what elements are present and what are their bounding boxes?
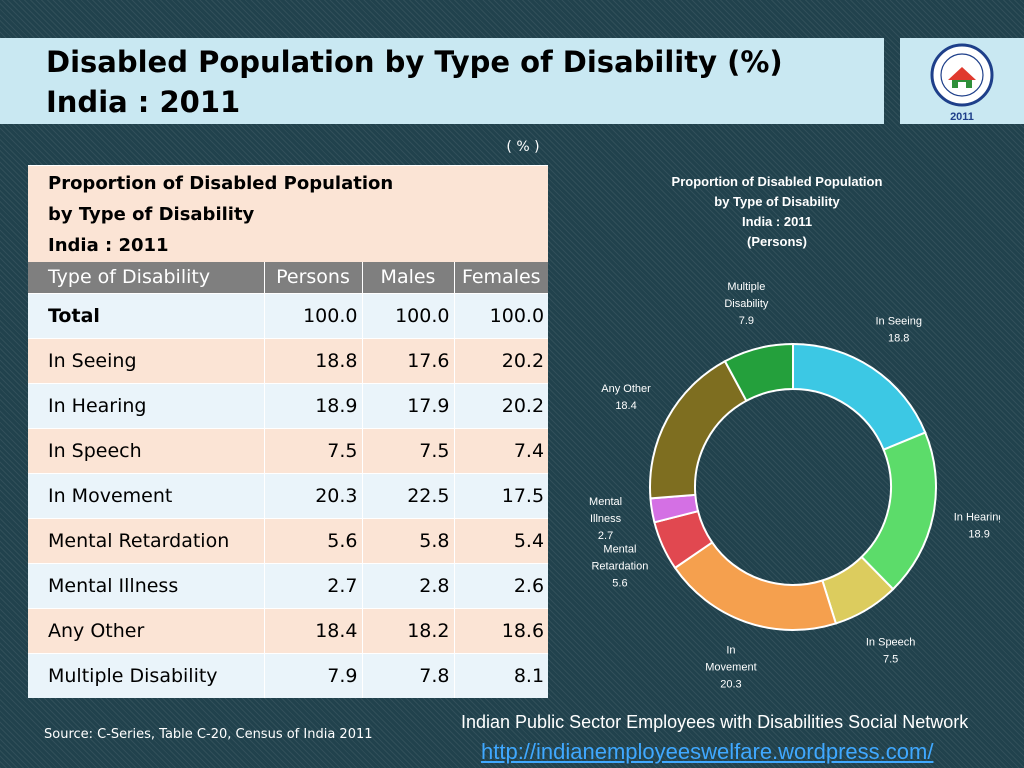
persons-cell: 100.0	[263, 292, 362, 338]
table-row: In Speech 7.5 7.5 7.4	[28, 427, 549, 473]
table-row: Any Other 18.4 18.2 18.6	[28, 607, 549, 653]
chart-title: Proportion of Disabled Population by Typ…	[627, 172, 927, 252]
males-cell: 17.6	[361, 337, 454, 383]
chart-title-line: Proportion of Disabled Population	[671, 174, 883, 189]
data-table: Proportion of Disabled Population by Typ…	[28, 165, 549, 698]
row-label: Multiple Disability	[28, 652, 264, 698]
donut-chart: In Seeing 18.8 In Hearing 18.9 In Speech 7.5 I…	[589, 281, 1000, 690]
males-cell: 7.8	[361, 652, 454, 698]
data-table-wrapper: Proportion of Disabled Population by Typ…	[28, 165, 549, 698]
males-cell: 100.0	[361, 292, 454, 338]
table-row: Mental Illness 2.7 2.8 2.6	[28, 562, 549, 608]
source-note: Source: C-Series, Table C-20, Census of …	[44, 727, 373, 742]
donut-label-multiple-disability: Multiple Disability 7.9	[724, 281, 769, 327]
females-cell: 17.5	[453, 472, 549, 518]
donut-slice-in-movement	[673, 541, 838, 631]
network-name: Indian Public Sector Employees with Disa…	[461, 712, 969, 732]
chart-title-line: by Type of Disability	[714, 194, 840, 209]
page-title: Disabled Population by Type of Disabilit…	[46, 45, 783, 79]
donut-slice-in-seeing	[792, 342, 927, 451]
chart-title-line: India : 2011	[741, 214, 813, 229]
males-cell: 17.9	[361, 382, 454, 428]
females-cell: 8.1	[453, 652, 549, 698]
donut-slice-in-hearing	[860, 431, 937, 591]
title-bar: Disabled Population by Type of Disabilit…	[0, 38, 884, 124]
row-label: Any Other	[28, 607, 264, 653]
row-label: Total	[28, 292, 264, 338]
chart-title-line: (Persons)	[747, 234, 807, 249]
persons-cell: 20.3	[263, 472, 362, 518]
donut-label-mental-retardation: Mental Retardation 5.6	[591, 543, 648, 589]
females-cell: 20.2	[453, 337, 549, 383]
donut-label-in-hearing: In Hearing 18.9	[954, 512, 1000, 541]
logo-year: 2011	[950, 111, 974, 123]
males-cell: 7.5	[361, 427, 454, 473]
table-caption-line: India : 2011	[48, 235, 169, 257]
row-label: Mental Retardation	[28, 517, 264, 563]
donut-label-any-other: Any Other 18.4	[601, 383, 651, 412]
census-logo: 2011	[900, 38, 1024, 124]
females-cell: 20.2	[453, 382, 549, 428]
donut-slice-any-other	[649, 359, 748, 500]
row-label: Mental Illness	[28, 562, 264, 608]
females-cell: 2.6	[453, 562, 549, 608]
persons-cell: 18.8	[263, 337, 362, 383]
donut-label-mental-illness: Mental Illness 2.7	[589, 496, 622, 542]
row-label: In Seeing	[28, 337, 264, 383]
table-caption-line: Proportion of Disabled Population	[48, 173, 394, 195]
persons-cell: 7.5	[263, 427, 362, 473]
persons-cell: 5.6	[263, 517, 362, 563]
table-caption-line: by Type of Disability	[48, 204, 255, 226]
donut-label-in-speech: In Speech 7.5	[866, 636, 916, 665]
donut-label-in-seeing: In Seeing 18.8	[875, 316, 921, 345]
females-cell: 5.4	[453, 517, 549, 563]
table-row: Multiple Disability 7.9 7.8 8.1	[28, 652, 549, 698]
persons-cell: 18.4	[263, 607, 362, 653]
males-cell: 5.8	[361, 517, 454, 563]
row-label: In Hearing	[28, 382, 264, 428]
males-cell: 22.5	[361, 472, 454, 518]
page-subtitle: India : 2011	[46, 85, 241, 119]
column-header-males: Males	[361, 261, 454, 293]
donut-slice-multiple-disability	[723, 342, 794, 403]
table-caption: Proportion of Disabled Population by Typ…	[28, 165, 549, 262]
table-row: In Movement 20.3 22.5 17.5	[28, 472, 549, 518]
table-row: Total 100.0 100.0 100.0	[28, 292, 549, 338]
column-header-females: Females	[453, 261, 549, 293]
donut-label-in-movement: In Movement 20.3	[705, 645, 756, 690]
persons-cell: 2.7	[263, 562, 362, 608]
table-header-row: Type of Disability Persons Males Females	[28, 261, 549, 293]
persons-cell: 18.9	[263, 382, 362, 428]
females-cell: 7.4	[453, 427, 549, 473]
column-header-persons: Persons	[263, 261, 362, 293]
persons-cell: 7.9	[263, 652, 362, 698]
males-cell: 2.8	[361, 562, 454, 608]
column-header-type: Type of Disability	[28, 261, 264, 293]
table-row: Mental Retardation 5.6 5.8 5.4	[28, 517, 549, 563]
table-row: In Seeing 18.8 17.6 20.2	[28, 337, 549, 383]
unit-note: ( % )	[506, 139, 540, 155]
females-cell: 18.6	[453, 607, 549, 653]
blog-link[interactable]: http://indianemployeeswelfare.wordpress.…	[481, 739, 934, 764]
males-cell: 18.2	[361, 607, 454, 653]
row-label: In Movement	[28, 472, 264, 518]
table-row: In Hearing 18.9 17.9 20.2	[28, 382, 549, 428]
row-label: In Speech	[28, 427, 264, 473]
females-cell: 100.0	[453, 292, 549, 338]
